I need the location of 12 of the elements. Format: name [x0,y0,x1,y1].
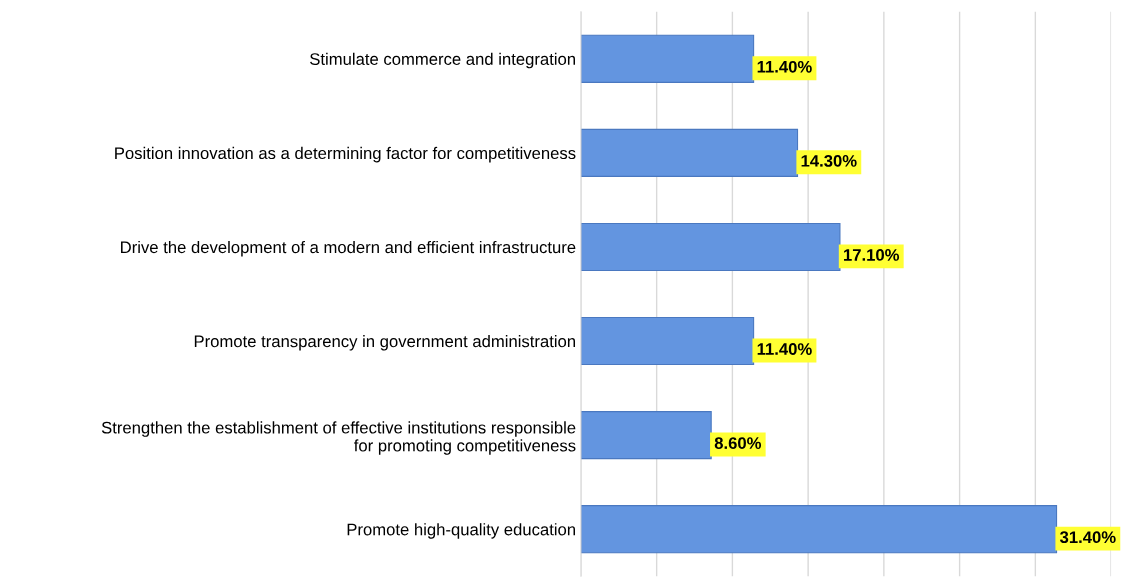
data-label: 11.40% [757,60,812,73]
data-label: 14.30% [801,154,857,167]
data-label: 11.40% [757,343,812,355]
data-label: 17.10% [844,249,900,261]
y-tick-label: Position innovation as a determining factor for competitiveness [115,146,576,163]
y-tick-label: Drive the development of a modern and efficient infrastructure [121,240,576,257]
data-label: 8.60% [714,437,762,449]
data-label: 31.40% [1059,531,1116,544]
y-tick-label: Strengthen the establishment of effective institutions responsible for promoting competitiveness [101,421,576,455]
y-tick-label: Promote high-quality education [347,523,575,539]
y-tick-label: Stimulate commerce and integration [310,52,575,69]
y-tick-label: Promote transparency in government administration [194,335,575,351]
